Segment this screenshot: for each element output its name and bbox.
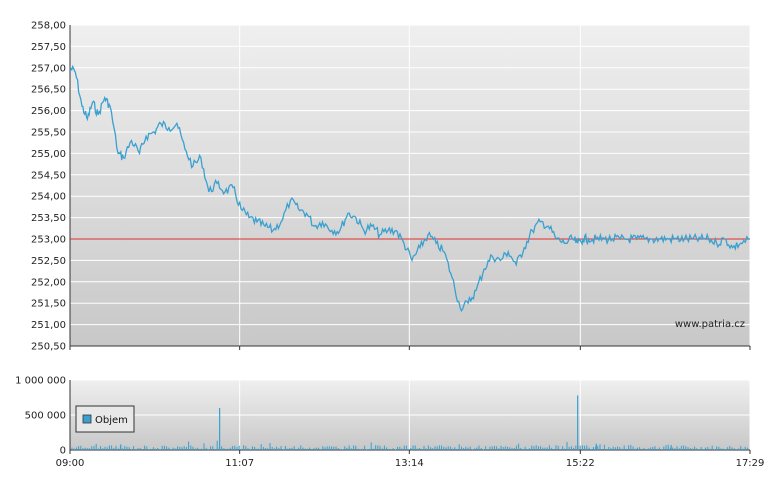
volume-x-ticks: 09:00 11:07 13:14 15:22 17:29 xyxy=(56,450,765,469)
price-y-tick-label: 254,50 xyxy=(31,170,66,181)
volume-bars xyxy=(71,395,748,450)
price-panel xyxy=(70,25,750,346)
price-y-tick-label: 252,50 xyxy=(31,256,66,267)
x-tick-label: 11:07 xyxy=(225,458,254,469)
x-tick-label: 09:00 xyxy=(56,458,85,469)
price-y-tick-label: 253,50 xyxy=(31,213,66,224)
legend: Objem xyxy=(75,405,135,433)
price-y-tick-label: 251,00 xyxy=(31,320,66,331)
price-y-tick-label: 253,00 xyxy=(31,235,66,246)
x-tick-label: 13:14 xyxy=(395,458,424,469)
price-y-tick-label: 257,00 xyxy=(31,63,66,74)
legend-label: Objem xyxy=(95,415,128,426)
price-x-tick-marks xyxy=(69,346,751,350)
price-y-ticks: 258,00 257,50 257,00 256,50 256,00 255,50 255,… xyxy=(31,21,66,353)
volume-grid xyxy=(69,379,751,451)
volume-y-tick-label: 0 xyxy=(60,446,66,457)
price-y-tick-label: 256,50 xyxy=(31,85,66,96)
price-series-line xyxy=(69,64,751,313)
volume-y-tick-label: 500 000 xyxy=(25,411,66,422)
volume-y-tick-label: 1 000 000 xyxy=(15,376,66,387)
legend-swatch xyxy=(82,414,92,424)
price-y-tick-label: 257,50 xyxy=(31,42,66,53)
price-y-tick-label: 255,50 xyxy=(31,128,66,139)
price-y-tick-label: 256,00 xyxy=(31,106,66,117)
volume-y-ticks: 1 000 000 500 000 0 xyxy=(15,376,66,457)
price-y-tick-label: 255,00 xyxy=(31,149,66,160)
x-tick-label: 15:22 xyxy=(566,458,595,469)
price-y-tick-label: 252,00 xyxy=(31,277,66,288)
price-y-tick-label: 258,00 xyxy=(31,21,66,32)
watermark: www.patria.cz xyxy=(675,319,745,330)
price-y-tick-label: 254,00 xyxy=(31,192,66,203)
x-tick-label: 17:29 xyxy=(736,458,765,469)
price-y-tick-label: 250,50 xyxy=(31,342,66,353)
price-y-tick-label: 251,50 xyxy=(31,299,66,310)
